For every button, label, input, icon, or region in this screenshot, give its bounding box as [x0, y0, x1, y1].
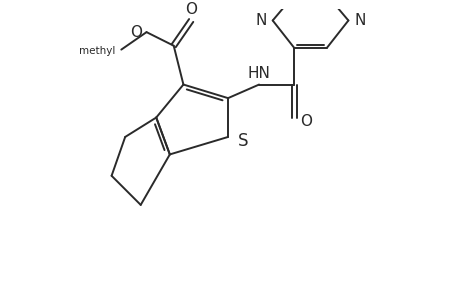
Text: N: N — [255, 13, 266, 28]
Text: O: O — [299, 114, 311, 129]
Text: HN: HN — [247, 66, 270, 81]
Text: methyl: methyl — [79, 46, 115, 56]
Text: O: O — [185, 2, 197, 16]
Text: S: S — [237, 132, 248, 150]
Text: N: N — [353, 13, 365, 28]
Text: O: O — [129, 25, 141, 40]
